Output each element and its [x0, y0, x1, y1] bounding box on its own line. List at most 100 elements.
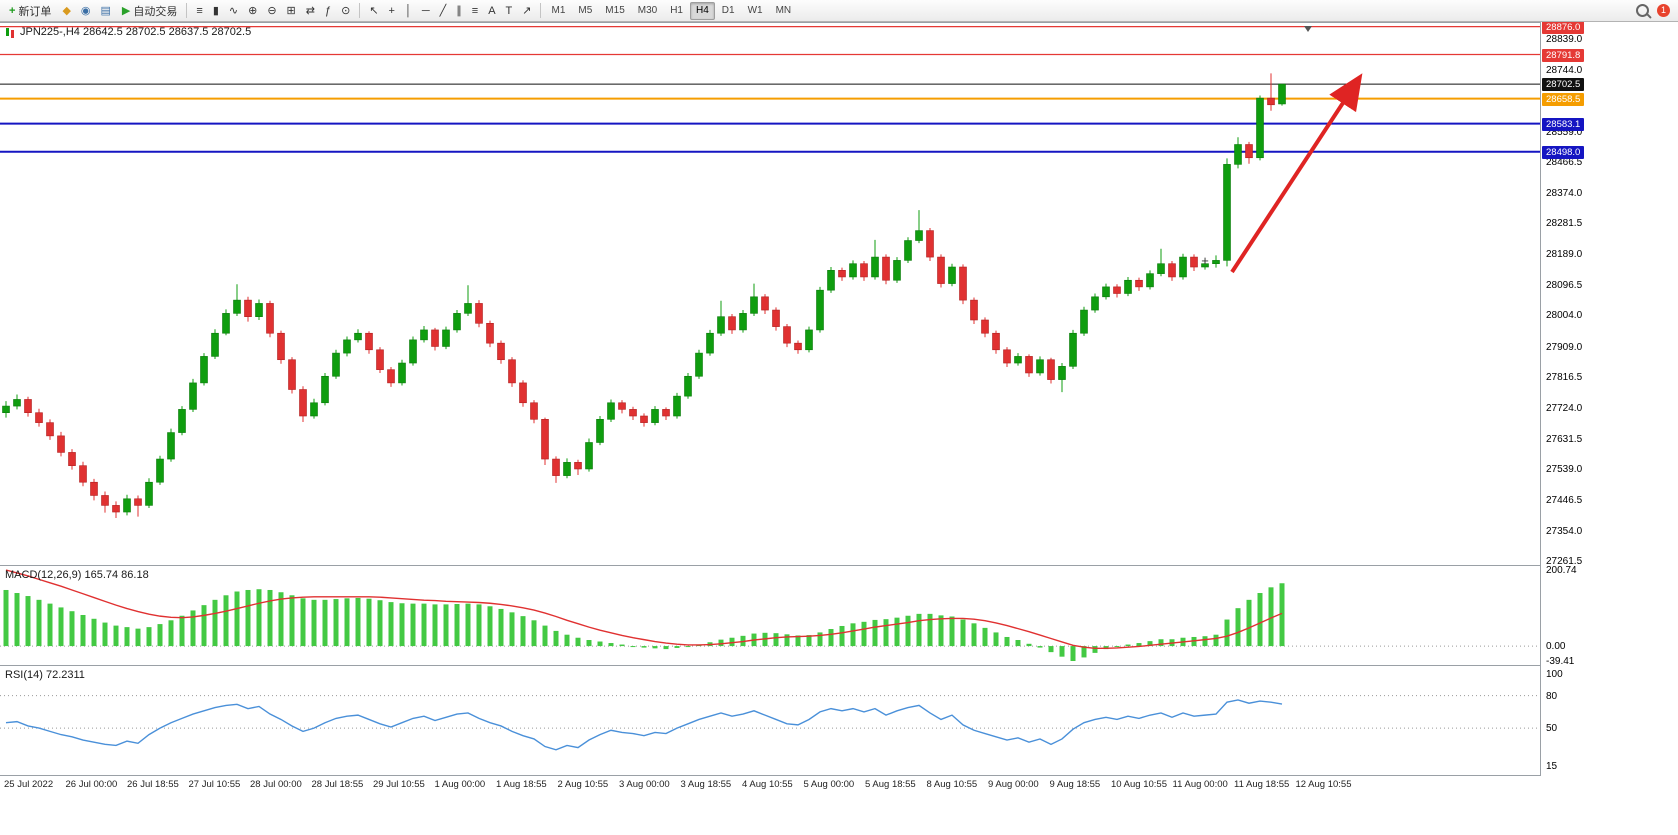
price-axis-label: 28096.5 — [1546, 279, 1583, 291]
macd-histogram-bar — [1081, 646, 1087, 658]
time-axis-label: 25 Jul 2022 — [4, 779, 54, 790]
macd-histogram-bar — [916, 613, 922, 647]
window-bottom-margin — [0, 796, 1678, 835]
candle — [464, 285, 472, 317]
candle — [123, 494, 131, 516]
arrow-object-icon[interactable]: ↗ — [517, 1, 536, 21]
timeframe-button-h4[interactable]: H4 — [690, 1, 715, 20]
macd-histogram-bar — [212, 599, 218, 647]
new-order-button[interactable]: + 新订单 — [4, 1, 56, 21]
price-axis[interactable]: 28839.0 28744.0 28559.0 28466.5 28374.0 28281… — [1541, 20, 1678, 796]
macd-histogram-bar — [872, 619, 878, 647]
macd-histogram-bar — [938, 615, 944, 647]
macd-histogram-bar — [69, 611, 75, 647]
rsi-panel-canvas[interactable] — [0, 666, 1540, 775]
toolbar-separator — [359, 3, 361, 18]
cursor-icon[interactable]: ↖ — [364, 1, 383, 21]
tile-windows-icon[interactable]: ⊞ — [282, 1, 301, 21]
macd-histogram-bar — [1015, 640, 1021, 647]
timeframe-button-w1[interactable]: W1 — [747, 4, 763, 16]
macd-histogram-bar — [454, 604, 460, 647]
notification-badge[interactable]: 1 — [1657, 4, 1670, 17]
trendline-icon[interactable]: ╱ — [435, 1, 452, 21]
time-axis-label: 29 Jul 10:55 — [373, 779, 425, 790]
timeframe-button-m30[interactable]: M30 — [637, 4, 658, 16]
timeframe-button-d1[interactable]: D1 — [721, 4, 735, 16]
time-axis-label: 10 Aug 10:55 — [1111, 779, 1167, 790]
line-chart-icon[interactable]: ∿ — [224, 1, 243, 21]
vertical-line-icon[interactable]: │ — [400, 1, 417, 21]
price-axis-label: 27261.5 — [1546, 556, 1583, 568]
channel-icon[interactable]: ∥ — [451, 1, 467, 21]
candle — [926, 227, 934, 262]
timeframe-button-h1[interactable]: H1 — [670, 4, 683, 16]
price-axis-label: 50 — [1546, 723, 1558, 735]
crosshair-icon[interactable]: + — [384, 1, 400, 21]
timeframe-button-m1[interactable]: M1 — [551, 4, 566, 16]
macd-histogram-bar — [91, 618, 97, 647]
macd-histogram-bar — [949, 616, 955, 647]
candle — [860, 261, 868, 281]
plus-marker[interactable]: + — [1201, 253, 1209, 268]
candle — [486, 320, 494, 348]
price-axis-label: 200.74 — [1546, 565, 1577, 576]
candle — [783, 323, 791, 348]
macd-histogram-bar — [311, 599, 317, 647]
macd-panel-canvas[interactable] — [0, 566, 1540, 665]
candle — [1157, 248, 1165, 277]
fibonacci-icon[interactable]: ≡ — [467, 1, 483, 21]
zoom-out-icon[interactable]: ⊖ — [262, 1, 281, 21]
auto-scroll-icon[interactable]: ⇄ — [301, 1, 320, 21]
candle — [1047, 357, 1055, 384]
periods-icon[interactable]: ⊙ — [336, 1, 355, 21]
panel-divider[interactable] — [0, 665, 1620, 666]
search-icon[interactable] — [1636, 4, 1649, 17]
panel-divider[interactable] — [0, 565, 1620, 566]
price-axis-label: 27816.5 — [1546, 372, 1583, 384]
bar-chart-icon[interactable]: ≡ — [191, 1, 207, 21]
candle — [596, 416, 604, 446]
horizontal-line-icon[interactable]: ─ — [417, 1, 435, 21]
price-level-tag: 28498.0 — [1542, 145, 1585, 159]
price-chart-canvas[interactable]: + — [0, 22, 1540, 565]
timeframe-button-m5[interactable]: M5 — [578, 4, 593, 16]
timeframe-button-mn[interactable]: MN — [775, 4, 792, 16]
time-axis[interactable]: 25 Jul 2022 26 Jul 00:00 26 Jul 18:55 27 Ju… — [0, 776, 1620, 796]
macd-histogram-bar — [498, 608, 504, 647]
macd-histogram-bar — [1026, 643, 1032, 647]
trendline-icon: ╱ — [439, 4, 447, 17]
macd-histogram-bar — [1235, 608, 1241, 647]
chart-shift-marker[interactable] — [1304, 26, 1312, 32]
candle — [1190, 254, 1198, 271]
candlestick-chart-icon[interactable]: ▮ — [208, 1, 224, 21]
autotrade-button[interactable]: ▶ 自动交易 — [117, 1, 182, 21]
trend-arrow[interactable] — [1230, 73, 1363, 274]
candle — [266, 300, 274, 338]
indicators-icon[interactable]: ƒ — [320, 1, 336, 21]
candle — [508, 357, 516, 387]
macd-histogram-bar — [168, 620, 174, 647]
time-axis-label: 28 Jul 18:55 — [311, 779, 364, 790]
text-icon[interactable]: A — [483, 1, 500, 21]
candle — [761, 294, 769, 315]
time-axis-label: 26 Jul 00:00 — [65, 779, 118, 790]
autotrade-play-icon: ▶ — [121, 4, 131, 17]
candle — [1135, 277, 1143, 291]
time-axis-label: 3 Aug 00:00 — [619, 779, 670, 790]
price-axis-label: 27354.0 — [1546, 525, 1583, 537]
candle — [365, 331, 373, 354]
label-icon[interactable]: T — [501, 1, 518, 21]
candle — [497, 340, 505, 364]
macd-histogram-bar — [542, 625, 548, 647]
market-watch-icon[interactable]: ◆ — [57, 1, 75, 21]
candle — [134, 495, 142, 517]
macd-histogram-bar — [1125, 644, 1131, 647]
terminal-icon[interactable]: ▤ — [96, 1, 116, 21]
candle — [475, 300, 483, 328]
timeframe-button-m15[interactable]: M15 — [605, 4, 625, 16]
zoom-in-icon[interactable]: ⊕ — [243, 1, 262, 21]
candle — [1124, 276, 1132, 297]
candle — [2, 401, 10, 418]
navigator-icon[interactable]: ◉ — [76, 1, 96, 21]
price-level-tag: 28583.1 — [1542, 117, 1585, 131]
